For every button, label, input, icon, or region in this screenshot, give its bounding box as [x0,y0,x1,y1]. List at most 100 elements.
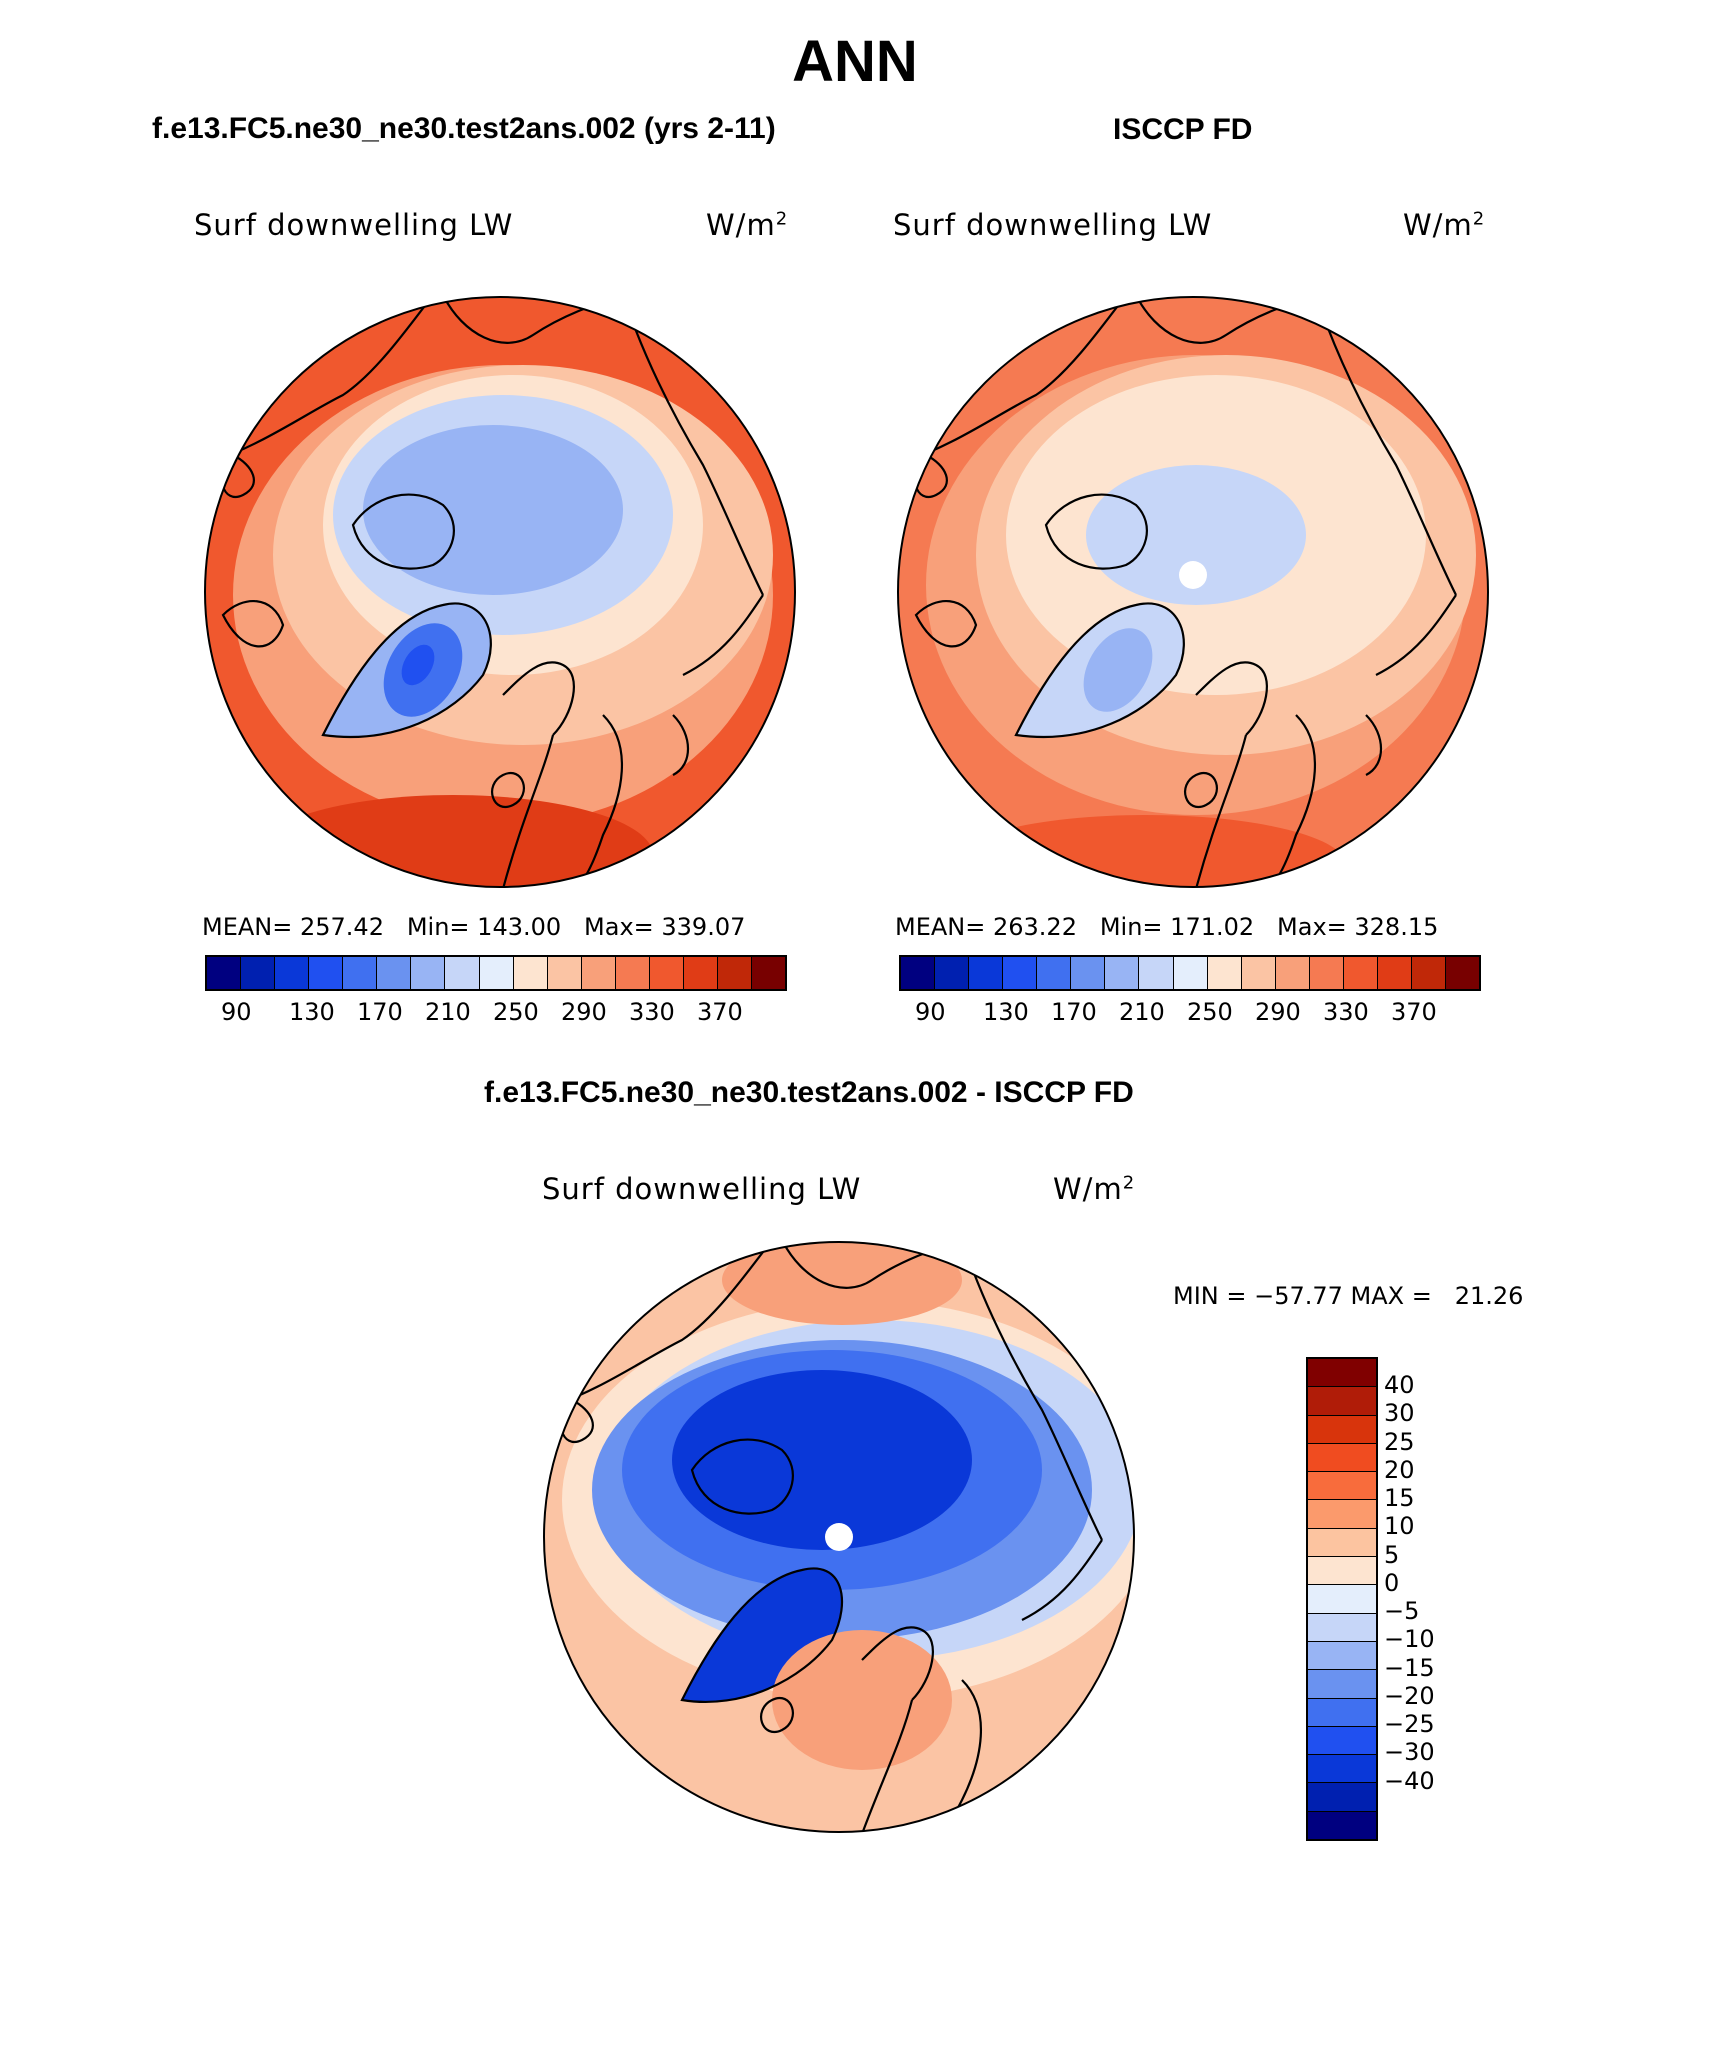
colorbar-swatch [343,957,378,989]
colorbar-swatch [1071,957,1106,989]
colorbar-tick-label: 30 [1384,1399,1415,1428]
colorbar-swatch [1275,957,1310,989]
colorbar-tick-label: 90 [221,998,252,1026]
colorbar-swatch [1308,1613,1376,1642]
colorbar-tick-label: 250 [1187,998,1233,1026]
colorbar-swatch [1308,1783,1376,1812]
obs-arctic-light [1086,465,1306,605]
colorbar-tick-label: 330 [1323,998,1369,1026]
model-variable-label: Surf downwelling LW [194,208,514,242]
colorbar-tick-label: 250 [493,998,539,1026]
colorbar-swatch [1308,1811,1376,1840]
model-atlantic-warm [253,795,653,887]
colorbar-swatch [649,957,684,989]
diff-units-text: W/m [1053,1172,1123,1206]
colorbar-tick-label: 130 [983,998,1029,1026]
colorbar-swatch [547,957,582,989]
diff-units-label: W/m2 [1053,1172,1135,1206]
colorbar-swatch [1309,957,1344,989]
colorbar-tick-label: −5 [1384,1597,1420,1626]
colorbar-swatch [1308,1359,1376,1388]
colorbar-swatch [1308,1500,1376,1529]
diff-variable-label: Surf downwelling LW [542,1172,862,1206]
colorbar-swatch [1308,1557,1376,1586]
colorbar-tick-label: 370 [697,998,743,1026]
colorbar-swatch [683,957,718,989]
obs-map-border [897,296,1489,888]
colorbar-tick-label: 25 [1384,1427,1415,1456]
obs-variable-label: Surf downwelling LW [893,208,1213,242]
model-colorbar [205,955,787,991]
colorbar-swatch [241,957,276,989]
colorbar-swatch [1411,957,1446,989]
diff-polar-map [543,1241,1135,1833]
colorbar-swatch [1446,957,1480,989]
diff-colorbar [1306,1357,1378,1841]
diff-atlantic-warm [772,1630,952,1770]
colorbar-swatch [1207,957,1242,989]
colorbar-swatch [275,957,310,989]
colorbar-swatch [615,957,650,989]
colorbar-tick-label: 5 [1384,1540,1400,1569]
colorbar-tick-label: 330 [629,998,675,1026]
model-polar-map [204,296,796,888]
diff-pacific-warm [722,1242,962,1325]
colorbar-tick-label: 370 [1391,998,1437,1026]
colorbar-swatch [1105,957,1140,989]
colorbar-swatch [1139,957,1174,989]
colorbar-tick-label: 290 [1255,998,1301,1026]
colorbar-swatch [1308,1726,1376,1756]
colorbar-tick-label: 170 [357,998,403,1026]
diff-map-border [543,1241,1135,1833]
colorbar-tick-label: −40 [1384,1766,1435,1795]
model-stats: MEAN= 257.42 Min= 143.00 Max= 339.07 [202,913,746,941]
diff-field-deep-blue [672,1370,972,1550]
colorbar-swatch [901,957,936,989]
obs-colorbar [899,955,1481,991]
obs-greenland-core [1083,628,1153,712]
colorbar-swatch [479,957,514,989]
colorbar-tick-label: 10 [1384,1512,1415,1541]
colorbar-swatch [1343,957,1378,989]
colorbar-swatch [1377,957,1412,989]
colorbar-tick-label: 210 [1119,998,1165,1026]
colorbar-tick-label: 90 [915,998,946,1026]
obs-units-label: W/m2 [1403,208,1485,242]
model-case-title: f.e13.FC5.ne30_ne30.test2ans.002 (yrs 2-… [152,112,776,145]
colorbar-tick-label: 40 [1384,1371,1415,1400]
colorbar-swatch [1308,1585,1376,1614]
colorbar-tick-label: 210 [425,998,471,1026]
diff-units-exponent: 2 [1122,1172,1136,1194]
obs-polar-map [897,296,1489,888]
obs-units-text: W/m [1403,208,1473,242]
model-units-label: W/m2 [706,208,788,242]
colorbar-tick-label: 290 [561,998,607,1026]
diff-missing-pole [825,1523,853,1551]
colorbar-swatch [377,957,412,989]
colorbar-tick-label: 170 [1051,998,1097,1026]
colorbar-swatch [1308,1698,1376,1727]
colorbar-swatch [1173,957,1208,989]
obs-atlantic-warm [946,815,1346,887]
colorbar-swatch [1308,1415,1376,1444]
colorbar-swatch [309,957,344,989]
obs-missing-pole [1179,561,1207,589]
colorbar-swatch [1308,1387,1376,1416]
model-arctic-mid [363,425,623,595]
colorbar-swatch [1003,957,1038,989]
colorbar-swatch [581,957,616,989]
model-units-text: W/m [706,208,776,242]
colorbar-swatch [411,957,446,989]
colorbar-tick-label: −20 [1384,1681,1435,1710]
model-greenland-peak [401,644,435,686]
colorbar-tick-label: 0 [1384,1568,1400,1597]
page-title: ANN [792,29,918,94]
colorbar-tick-label: −25 [1384,1710,1435,1739]
model-map-border [204,296,796,888]
colorbar-tick-label: −10 [1384,1625,1435,1654]
colorbar-tick-label: −15 [1384,1653,1435,1682]
obs-units-exponent: 2 [1472,208,1486,230]
colorbar-tick-label: 130 [289,998,335,1026]
colorbar-swatch [1308,1755,1376,1784]
colorbar-swatch [1241,957,1276,989]
